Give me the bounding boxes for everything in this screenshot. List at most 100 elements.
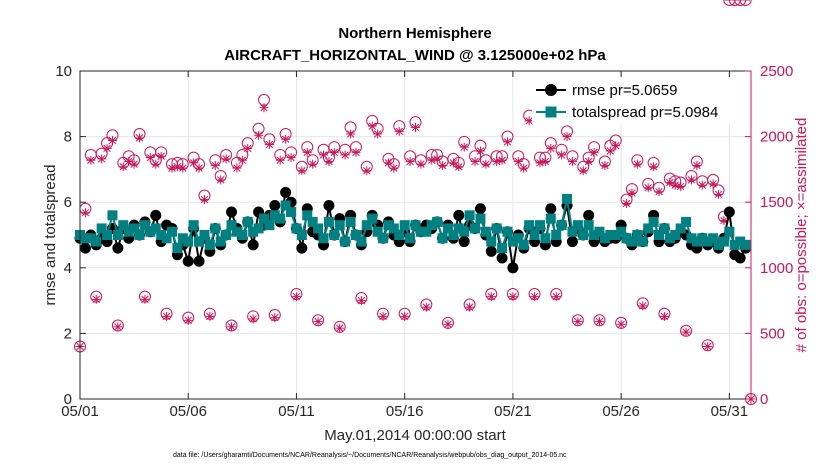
- obs-assimilated-marker: [400, 311, 410, 321]
- legend-rmse-label: rmse pr=5.0659: [572, 82, 677, 99]
- legend-box: [532, 78, 744, 124]
- obs-assimilated-marker: [405, 157, 415, 167]
- obs-assimilated-marker: [286, 153, 296, 163]
- totalspread-point: [378, 233, 389, 244]
- rmse-point: [247, 239, 259, 251]
- series-lines: [74, 186, 752, 274]
- rmse-point: [566, 236, 578, 248]
- obs-assimilated-marker: [237, 155, 247, 165]
- y-tick-label: 10: [55, 63, 72, 80]
- totalspread-point: [664, 233, 675, 244]
- totalspread-point: [632, 230, 643, 240]
- totalspread-point: [551, 230, 562, 240]
- totalspread-point: [291, 223, 302, 234]
- obs-assimilated-marker: [578, 166, 588, 176]
- totalspread-point: [123, 226, 134, 237]
- obs-assimilated-marker: [248, 314, 258, 324]
- totalspread-point: [675, 223, 686, 234]
- y2-tick-label: 500: [760, 325, 785, 342]
- obs-assimilated-marker: [465, 302, 475, 312]
- totalspread-point: [166, 226, 177, 237]
- obs-assimilated-marker: [389, 163, 399, 173]
- totalspread-point: [129, 223, 140, 234]
- totalspread-point: [372, 226, 383, 237]
- obs-assimilated-marker: [649, 162, 659, 172]
- obs-assimilated-marker: [302, 147, 312, 157]
- obs-assimilated-marker: [421, 302, 431, 312]
- obs-assimilated-marker: [627, 188, 637, 198]
- totalspread-point: [399, 220, 410, 231]
- obs-assimilated-marker: [227, 322, 237, 332]
- obs-assimilated-marker: [324, 157, 334, 167]
- totalspread-point: [264, 220, 275, 231]
- totalspread-point: [583, 220, 594, 231]
- totalspread-point: [567, 226, 578, 237]
- obs-assimilated-marker: [643, 183, 653, 193]
- rmse-point: [545, 203, 557, 215]
- totalspread-point: [502, 226, 513, 237]
- obs-assimilated-marker: [584, 157, 594, 167]
- totalspread-point: [383, 220, 394, 231]
- totalspread-point: [610, 230, 621, 240]
- rmse-point: [723, 206, 735, 218]
- data-file-footnote: data file: /Users/gharamti/Documents/NCA…: [173, 452, 567, 459]
- obs-assimilated-marker: [378, 311, 388, 321]
- obs-assimilated-marker: [346, 129, 356, 139]
- totalspread-point: [491, 223, 502, 234]
- totalspread-point: [215, 236, 226, 247]
- rmse-point: [112, 242, 124, 254]
- obs-assimilated-marker: [508, 292, 518, 302]
- obs-assimilated-marker: [313, 317, 323, 327]
- y2-tick-label: 1500: [760, 194, 793, 211]
- totalspread-point: [432, 216, 443, 227]
- obs-assimilated-marker: [557, 150, 567, 160]
- totalspread-point: [150, 223, 161, 234]
- obs-assimilated-marker: [562, 132, 572, 142]
- totalspread-point: [518, 239, 529, 250]
- y-tick-label: 0: [64, 391, 72, 408]
- totalspread-point: [740, 239, 751, 250]
- obs-assimilated-marker: [80, 208, 90, 218]
- obs-assimilated-marker: [454, 162, 464, 172]
- totalspread-point: [421, 226, 432, 237]
- y2-axis-label: # of obs: o=possible; ×=assimilated: [793, 118, 810, 353]
- x-tick-label: 05/01: [61, 403, 99, 420]
- rmse-point: [280, 186, 292, 198]
- rmse-point: [474, 203, 486, 215]
- totalspread-point: [643, 223, 654, 234]
- rmse-point: [296, 242, 308, 254]
- x-tick-label: 05/26: [602, 403, 640, 420]
- obs-assimilated-marker: [97, 154, 107, 164]
- totalspread-point: [540, 233, 551, 244]
- obs-assimilated-marker: [264, 139, 274, 149]
- obs-assimilated-marker: [156, 151, 166, 161]
- totalspread-point: [545, 213, 556, 224]
- totalspread-point: [556, 220, 567, 231]
- totalspread-point: [237, 230, 248, 240]
- x-tick-label: 05/06: [169, 403, 207, 420]
- totalspread-point: [248, 226, 259, 237]
- obs-assimilated-marker: [107, 136, 117, 146]
- totalspread-point: [578, 230, 589, 240]
- totalspread-point: [388, 223, 399, 234]
- y-tick-label: 6: [64, 194, 72, 211]
- y2-tick-label: 2000: [760, 129, 793, 146]
- totalspread-point: [697, 233, 708, 244]
- totalspread-point: [648, 216, 659, 227]
- obs-assimilated-marker: [573, 317, 583, 327]
- totalspread-point: [713, 239, 724, 250]
- totalspread-point: [80, 233, 91, 244]
- rmse-point: [485, 245, 497, 257]
- x-axis-label: May.01,2014 00:00:00 start: [324, 427, 506, 444]
- totalspread-point: [269, 210, 280, 221]
- legend-spread-marker: [545, 106, 557, 118]
- rmse-point: [507, 262, 519, 274]
- chart-title: Northern Hemisphere: [338, 25, 491, 42]
- rmse-point: [193, 255, 205, 267]
- totalspread-point: [340, 236, 351, 247]
- obs-assimilated-marker: [611, 141, 621, 151]
- totalspread-point: [318, 233, 329, 244]
- obs-assimilated-marker: [329, 147, 339, 157]
- totalspread-point: [183, 236, 194, 247]
